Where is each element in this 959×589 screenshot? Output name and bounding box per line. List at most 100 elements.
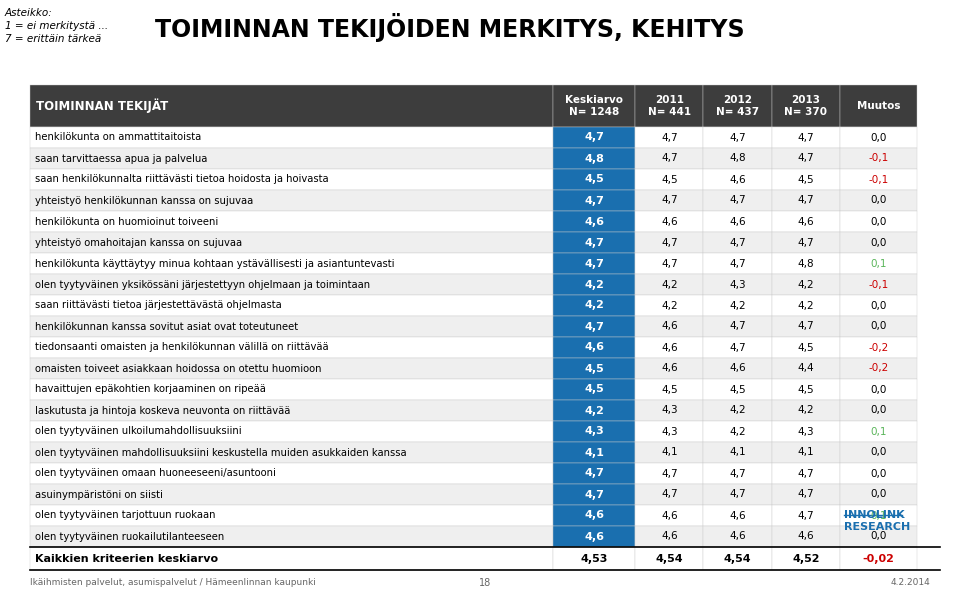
Text: 0,1: 0,1: [871, 259, 887, 269]
Text: 4,2: 4,2: [584, 405, 604, 415]
Text: 4,3: 4,3: [661, 426, 678, 436]
Text: 4,3: 4,3: [798, 426, 814, 436]
Text: 2013
N= 370: 2013 N= 370: [784, 95, 828, 117]
Text: 4,3: 4,3: [729, 280, 746, 290]
Text: 4,2: 4,2: [661, 300, 678, 310]
Text: 4,53: 4,53: [580, 554, 608, 564]
Text: INNOLINK
RESEARCH: INNOLINK RESEARCH: [844, 510, 910, 532]
Text: 4,7: 4,7: [661, 489, 678, 499]
Text: 4,7: 4,7: [729, 468, 746, 478]
Text: -0,2: -0,2: [869, 363, 889, 373]
Text: 4,6: 4,6: [729, 363, 746, 373]
Text: olen tyytyväinen yksikössäni järjestettyyn ohjelmaan ja toimintaan: olen tyytyväinen yksikössäni järjestetty…: [35, 280, 370, 290]
Text: 4,7: 4,7: [798, 322, 814, 332]
Text: 4,7: 4,7: [661, 133, 678, 143]
Text: 4,2: 4,2: [584, 300, 604, 310]
Text: henkilökunta on ammattitaitoista: henkilökunta on ammattitaitoista: [35, 133, 201, 143]
Text: 4,6: 4,6: [661, 531, 678, 541]
Text: yhteistyö henkilökunnan kanssa on sujuvaa: yhteistyö henkilökunnan kanssa on sujuva…: [35, 196, 253, 206]
Text: 4,7: 4,7: [584, 196, 604, 206]
Circle shape: [826, 512, 838, 524]
Text: 4,2: 4,2: [661, 280, 678, 290]
Text: 4,5: 4,5: [661, 385, 678, 395]
Text: 0,0: 0,0: [871, 385, 887, 395]
Text: -0,1: -0,1: [869, 174, 889, 184]
Text: 4,6: 4,6: [729, 217, 746, 227]
Text: 0,0: 0,0: [871, 468, 887, 478]
Text: havaittujen epäkohtien korjaaminen on ripeää: havaittujen epäkohtien korjaaminen on ri…: [35, 385, 266, 395]
Text: tiedonsaanti omaisten ja henkilökunnan välillä on riittävää: tiedonsaanti omaisten ja henkilökunnan v…: [35, 342, 329, 352]
Text: TOIMINNAN TEKIJÄT: TOIMINNAN TEKIJÄT: [36, 99, 168, 113]
Text: 0,0: 0,0: [871, 531, 887, 541]
Text: henkilökunta on huomioinut toiveeni: henkilökunta on huomioinut toiveeni: [35, 217, 219, 227]
Text: 4,5: 4,5: [584, 174, 604, 184]
Text: 4,6: 4,6: [584, 217, 604, 227]
Text: 4,6: 4,6: [798, 217, 814, 227]
Text: TOIMINNAN TEKIJÖIDEN MERKITYS, KEHITYS: TOIMINNAN TEKIJÖIDEN MERKITYS, KEHITYS: [155, 14, 744, 42]
Text: 4,7: 4,7: [729, 342, 746, 352]
Text: 4,2: 4,2: [798, 280, 814, 290]
Text: 4,6: 4,6: [729, 531, 746, 541]
Text: 4,7: 4,7: [584, 237, 604, 247]
Text: 0,0: 0,0: [871, 405, 887, 415]
Text: 4,7: 4,7: [798, 489, 814, 499]
Text: 4,8: 4,8: [729, 154, 746, 164]
Text: 4,5: 4,5: [584, 363, 604, 373]
Text: 4,7: 4,7: [798, 154, 814, 164]
Text: saan tarvittaessa apua ja palvelua: saan tarvittaessa apua ja palvelua: [35, 154, 207, 164]
Text: 4,7: 4,7: [584, 489, 604, 499]
Text: 4,54: 4,54: [724, 554, 751, 564]
Text: saan riittävästi tietoa järjestettävästä ohjelmasta: saan riittävästi tietoa järjestettävästä…: [35, 300, 282, 310]
Text: 4,7: 4,7: [661, 259, 678, 269]
Text: olen tyytyväinen tarjottuun ruokaan: olen tyytyväinen tarjottuun ruokaan: [35, 511, 216, 521]
Text: asuinympäristöni on siisti: asuinympäristöni on siisti: [35, 489, 163, 499]
Text: 7 = erittäin tärkeä: 7 = erittäin tärkeä: [5, 34, 102, 44]
Text: 4,7: 4,7: [661, 468, 678, 478]
Text: 4,6: 4,6: [584, 342, 604, 352]
Text: 4,2: 4,2: [729, 405, 746, 415]
Text: 4,6: 4,6: [584, 511, 604, 521]
Text: 4,7: 4,7: [661, 196, 678, 206]
Text: henkilökunta käyttäytyy minua kohtaan ystävällisesti ja asiantuntevasti: henkilökunta käyttäytyy minua kohtaan ys…: [35, 259, 394, 269]
Text: 4,2: 4,2: [798, 300, 814, 310]
Text: 4,7: 4,7: [729, 133, 746, 143]
Text: 4,5: 4,5: [661, 174, 678, 184]
Text: 4,54: 4,54: [655, 554, 683, 564]
Text: 4,1: 4,1: [729, 448, 746, 458]
Text: 4,6: 4,6: [798, 531, 814, 541]
Text: 0,0: 0,0: [871, 133, 887, 143]
Text: 4,7: 4,7: [661, 154, 678, 164]
Circle shape: [821, 508, 843, 529]
Text: 4,4: 4,4: [798, 363, 814, 373]
Text: 4,7: 4,7: [729, 237, 746, 247]
Text: 4,3: 4,3: [584, 426, 604, 436]
Text: 4,7: 4,7: [729, 322, 746, 332]
Text: olen tyytyväinen ulkoilumahdollisuuksiini: olen tyytyväinen ulkoilumahdollisuuksiin…: [35, 426, 242, 436]
Text: 4,5: 4,5: [729, 385, 746, 395]
Text: 4,52: 4,52: [792, 554, 820, 564]
Text: 0,0: 0,0: [871, 196, 887, 206]
Text: -0,02: -0,02: [863, 554, 895, 564]
Text: 4,6: 4,6: [661, 342, 678, 352]
Text: 4,7: 4,7: [798, 468, 814, 478]
Text: Keskiarvo
N= 1248: Keskiarvo N= 1248: [565, 95, 623, 117]
Text: 18: 18: [479, 578, 491, 588]
Text: 4,7: 4,7: [584, 468, 604, 478]
Text: 4,8: 4,8: [798, 259, 814, 269]
Text: 0,0: 0,0: [871, 217, 887, 227]
Text: 4,7: 4,7: [798, 237, 814, 247]
Text: 0,0: 0,0: [871, 448, 887, 458]
Text: 4.2.2014: 4.2.2014: [890, 578, 930, 587]
Text: 4,6: 4,6: [661, 217, 678, 227]
Text: Kaikkien kriteerien keskiarvo: Kaikkien kriteerien keskiarvo: [35, 554, 218, 564]
Text: 4,2: 4,2: [584, 280, 604, 290]
Text: 4,8: 4,8: [584, 154, 604, 164]
Text: olen tyytyväinen omaan huoneeseeni/asuntooni: olen tyytyväinen omaan huoneeseeni/asunt…: [35, 468, 276, 478]
Text: 4,7: 4,7: [584, 259, 604, 269]
Text: omaisten toiveet asiakkaan hoidossa on otettu huomioon: omaisten toiveet asiakkaan hoidossa on o…: [35, 363, 321, 373]
Text: 4,7: 4,7: [729, 489, 746, 499]
Text: Ikäihmisten palvelut, asumispalvelut / Hämeenlinnan kaupunki: Ikäihmisten palvelut, asumispalvelut / H…: [30, 578, 316, 587]
Text: 4,7: 4,7: [661, 237, 678, 247]
Text: 4,6: 4,6: [661, 363, 678, 373]
Text: 4,7: 4,7: [584, 133, 604, 143]
